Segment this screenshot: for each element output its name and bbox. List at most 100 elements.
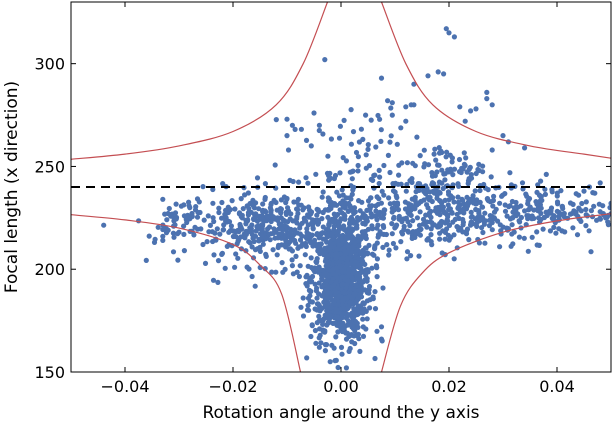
scatter-point — [436, 179, 442, 185]
scatter-point — [332, 287, 338, 293]
scatter-point — [511, 205, 517, 211]
scatter-point — [279, 230, 285, 236]
scatter-point — [378, 215, 385, 221]
scatter-point — [347, 299, 353, 305]
scatter-point — [348, 196, 354, 202]
scatter-point — [574, 232, 581, 238]
scatter-point — [298, 304, 304, 310]
scatter-point — [305, 212, 311, 218]
scatter-point — [220, 181, 226, 187]
scatter-point — [360, 333, 367, 339]
scatter-point — [373, 208, 379, 214]
scatter-point — [297, 231, 303, 237]
scatter-point — [408, 212, 414, 218]
scatter-point — [379, 188, 385, 194]
scatter-point — [367, 305, 373, 311]
scatter-point — [511, 229, 517, 235]
scatter-point — [519, 180, 526, 186]
scatter-point — [219, 199, 225, 206]
scatter-point — [387, 169, 393, 176]
x-tick-label: −0.04 — [100, 377, 149, 396]
scatter-point — [346, 303, 352, 309]
scatter-point — [230, 228, 236, 234]
scatter-point — [202, 260, 209, 266]
scatter-point — [207, 222, 213, 228]
scatter-point — [308, 255, 314, 261]
scatter-point — [315, 221, 321, 227]
scatter-point — [363, 165, 369, 171]
scatter-point — [349, 176, 355, 182]
scatter-point — [583, 206, 589, 213]
scatter-point — [395, 207, 402, 213]
scatter-point — [330, 271, 336, 277]
scatter-point — [262, 266, 268, 272]
scatter-point — [230, 233, 236, 240]
scatter-point — [429, 220, 435, 226]
scatter-point — [380, 285, 386, 291]
scatter-point — [216, 205, 222, 211]
scatter-point — [259, 232, 265, 239]
scatter-point — [394, 222, 400, 228]
scatter-point — [369, 226, 376, 232]
scatter-point — [480, 163, 486, 169]
scatter-point — [481, 221, 487, 227]
scatter-point — [278, 215, 284, 221]
scatter-point — [581, 188, 587, 194]
scatter-point — [249, 273, 255, 280]
scatter-point — [341, 289, 347, 296]
scatter-point — [473, 106, 479, 112]
scatter-point — [226, 219, 233, 225]
scatter-point — [411, 81, 417, 87]
scatter-point — [372, 244, 378, 250]
scatter-point — [319, 230, 325, 236]
scatter-point — [327, 203, 334, 209]
scatter-point — [403, 215, 409, 221]
scatter-point — [360, 300, 366, 306]
scatter-point — [485, 187, 491, 193]
scatter-point — [244, 264, 250, 270]
scatter-point — [463, 155, 469, 161]
scatter-point — [428, 232, 434, 238]
scatter-point — [399, 160, 405, 166]
scatter-point — [398, 239, 404, 245]
scatter-point — [466, 237, 472, 243]
scatter-point — [460, 166, 466, 172]
scatter-point — [160, 237, 166, 243]
scatter-point — [404, 256, 410, 262]
scatter-point — [316, 127, 322, 134]
scatter-point — [343, 158, 349, 164]
scatter-point — [446, 206, 452, 213]
scatter-point — [143, 257, 149, 263]
scatter-point — [267, 205, 273, 211]
scatter-point — [450, 219, 456, 225]
scatter-point — [302, 217, 308, 223]
scatter-point — [366, 290, 372, 296]
scatter-point — [256, 206, 262, 212]
scatter-point — [219, 250, 225, 256]
scatter-point — [573, 209, 579, 215]
scatter-point — [287, 238, 293, 244]
scatter-point — [359, 256, 365, 262]
scatter-point — [101, 222, 107, 228]
scatter-point — [476, 167, 482, 174]
scatter-point — [305, 180, 311, 186]
boundary-curves-layer — [71, 2, 611, 372]
scatter-point — [263, 236, 269, 242]
scatter-point — [319, 194, 325, 200]
scatter-point — [235, 255, 241, 261]
scatter-point — [451, 256, 457, 262]
scatter-point — [303, 281, 309, 287]
scatter-point — [263, 209, 269, 215]
scatter-point — [304, 272, 310, 278]
scatter-point — [221, 222, 227, 228]
scatter-point — [274, 252, 280, 258]
scatter-point — [377, 116, 383, 122]
scatter-point — [354, 225, 360, 231]
scatter-point — [235, 238, 241, 244]
scatter-point — [349, 281, 355, 288]
scatter-point — [324, 271, 330, 277]
scatter-point — [294, 199, 300, 205]
scatter-point — [275, 235, 281, 241]
scatter-point — [196, 199, 202, 205]
scatter-point — [567, 211, 574, 217]
